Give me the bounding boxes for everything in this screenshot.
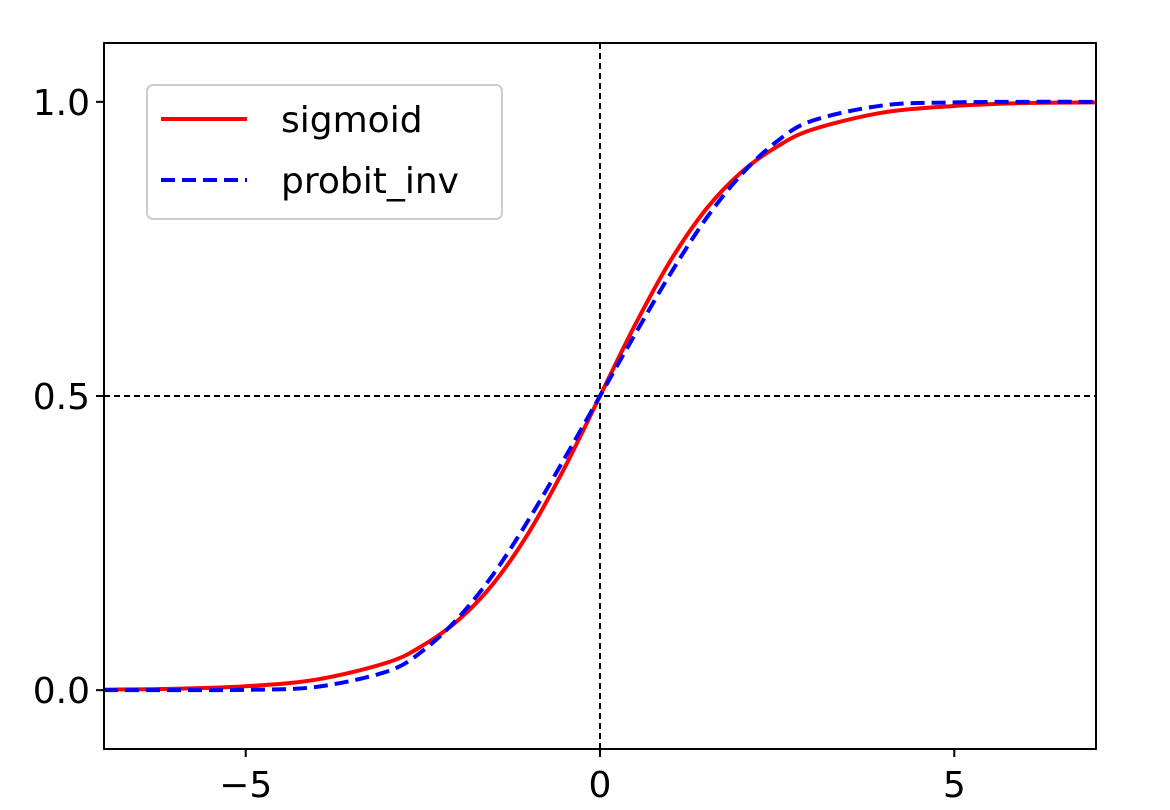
x-tick-label: 0 (589, 765, 612, 806)
y-axis: 0.0 0.5 1.0 (33, 83, 104, 712)
series-layer (103, 99, 1097, 693)
y-tick-label: 0.5 (33, 377, 90, 418)
series-line-probit-inv (103, 99, 1097, 693)
legend-label-sigmoid: sigmoid (281, 100, 423, 141)
x-tick-label: −5 (219, 765, 272, 806)
x-axis: −5 0 5 (219, 749, 966, 806)
x-tick-label: 5 (943, 765, 966, 806)
legend-label-probit-inv: probit_inv (281, 161, 459, 202)
legend: sigmoid probit_inv (146, 84, 503, 220)
y-tick-label: 1.0 (33, 83, 90, 124)
y-tick-label: 0.0 (33, 671, 90, 712)
